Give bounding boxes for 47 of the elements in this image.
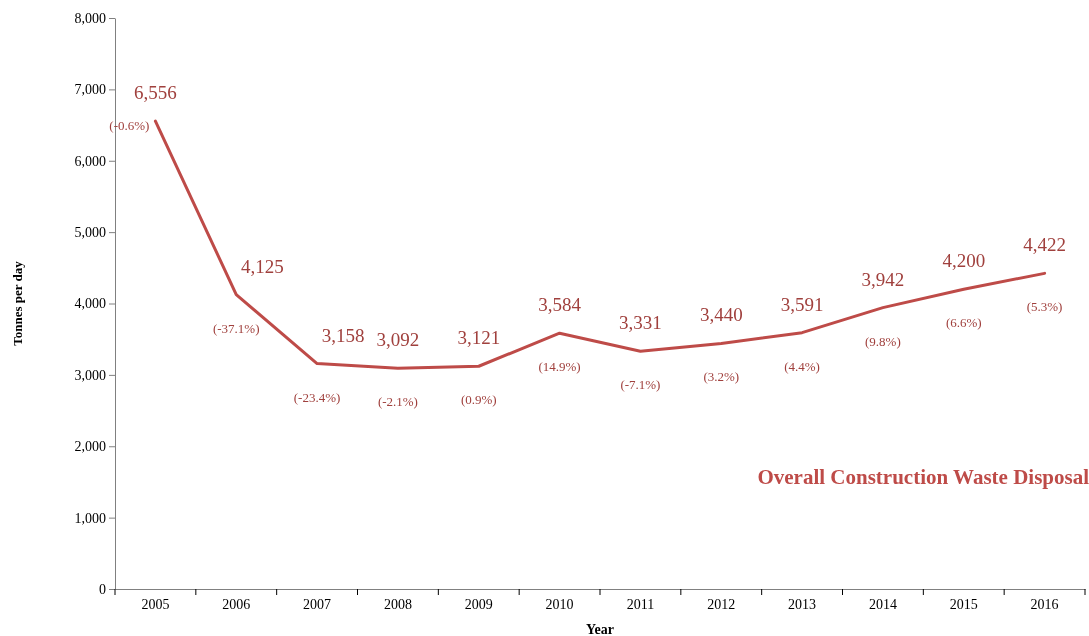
x-tick-label: 2015 [949, 596, 978, 612]
y-tick-label: 6,000 [74, 153, 106, 169]
x-tick-label: 2012 [707, 596, 736, 612]
text: 3,942 [861, 268, 905, 290]
annotation: (5.3%) [1026, 299, 1063, 315]
text: 3,584 [538, 294, 581, 316]
x-tick-label: 2010 [545, 596, 574, 612]
text: 3,331 [619, 312, 662, 334]
annotation: (6.6%) [945, 315, 982, 331]
y-tick-label: 7,000 [74, 82, 106, 98]
text: 3,591 [780, 293, 824, 315]
x-tick-label: 2006 [222, 596, 251, 612]
y-tick-label: 8,000 [74, 10, 106, 26]
x-tick-label: 2008 [383, 596, 412, 612]
x-tick-label: 2005 [141, 596, 170, 612]
annotation: (-2.1%) [377, 394, 418, 410]
annotation: (-7.1%) [620, 377, 661, 393]
text: 3,440 [699, 304, 743, 326]
text: Overall Construction Waste Disposal [757, 465, 1089, 489]
x-tick-label: 2016 [1030, 596, 1059, 612]
y-tick-label: 3,000 [74, 367, 106, 383]
annotation: (14.9%) [538, 359, 581, 375]
y-tick-label: 4,000 [74, 296, 106, 312]
x-tick-label: 2014 [868, 596, 897, 612]
annotation: (3.2%) [703, 369, 740, 385]
text: 4,125 [240, 255, 284, 277]
x-tick-label: 2011 [626, 596, 655, 612]
annotation: (-37.1%) [212, 320, 260, 336]
text: 3,121 [457, 327, 501, 349]
y-tick-label: 0 [99, 581, 106, 597]
text: 6,556 [134, 82, 177, 104]
x-tick-label: 2013 [788, 596, 817, 612]
y-axis-title: Tonnes per day [10, 260, 25, 346]
annotation: (-23.4%) [293, 389, 341, 405]
annotation: (4.4%) [784, 358, 820, 374]
y-tick-label: 5,000 [74, 225, 106, 241]
x-tick-label: 2007 [303, 596, 332, 612]
y-tick-label: 2,000 [74, 439, 106, 455]
x-axis-title: Year [586, 622, 614, 636]
text: 3,158 [321, 324, 365, 346]
y-tick-label: 1,000 [74, 510, 106, 526]
annotation: (0.9%) [460, 392, 497, 408]
x-tick-label: 2009 [464, 596, 493, 612]
text: 4,422 [1023, 234, 1066, 256]
text: 4,200 [942, 250, 986, 272]
text: 3,092 [376, 329, 420, 351]
annotation: (9.8%) [865, 333, 901, 349]
